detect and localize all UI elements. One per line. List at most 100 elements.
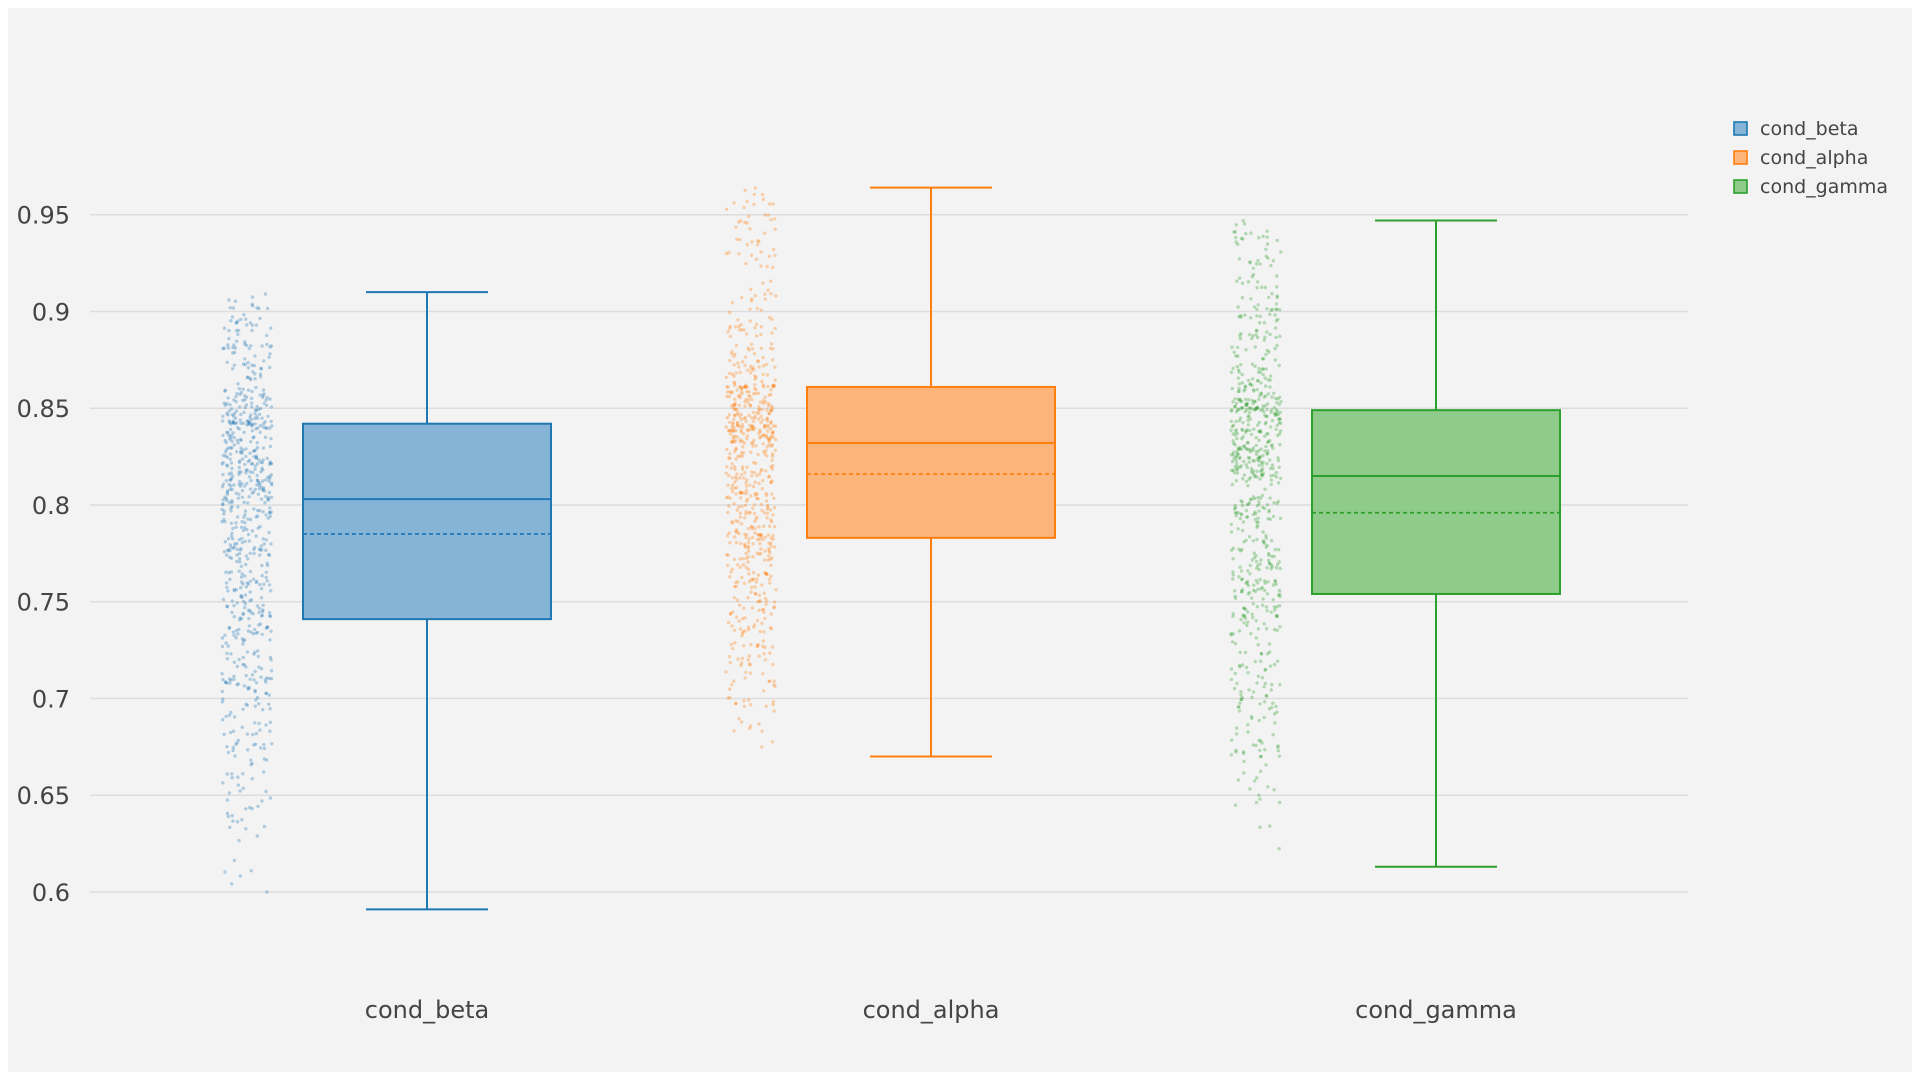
data-point bbox=[1266, 256, 1270, 260]
data-point bbox=[1257, 366, 1261, 371]
data-point bbox=[737, 393, 742, 398]
data-point bbox=[1251, 388, 1256, 392]
data-point bbox=[739, 417, 743, 422]
data-point bbox=[753, 374, 757, 378]
data-point bbox=[766, 404, 771, 408]
data-point bbox=[744, 670, 748, 675]
data-point bbox=[1259, 430, 1263, 434]
data-point bbox=[245, 528, 249, 532]
data-point bbox=[1244, 538, 1248, 543]
data-point bbox=[1255, 405, 1260, 409]
data-point bbox=[1270, 705, 1274, 710]
data-point bbox=[752, 460, 756, 465]
data-point bbox=[771, 702, 775, 707]
data-point bbox=[1244, 403, 1249, 407]
data-point bbox=[262, 401, 266, 405]
data-point bbox=[1253, 473, 1257, 477]
data-point bbox=[767, 443, 771, 447]
data-point bbox=[225, 651, 229, 656]
data-point bbox=[772, 383, 776, 388]
data-point bbox=[760, 608, 764, 612]
data-point bbox=[769, 291, 773, 296]
data-point bbox=[757, 431, 761, 436]
data-point bbox=[1272, 391, 1276, 395]
data-point bbox=[738, 557, 742, 561]
data-point bbox=[1266, 652, 1270, 656]
data-point bbox=[226, 464, 230, 468]
data-point bbox=[757, 722, 761, 726]
data-point bbox=[1273, 413, 1278, 417]
y-axis-tick-labels: 0.60.650.70.750.80.850.90.95 bbox=[17, 202, 70, 907]
data-point bbox=[244, 665, 248, 669]
data-point bbox=[1265, 451, 1270, 456]
data-point bbox=[743, 542, 747, 546]
data-point bbox=[756, 532, 760, 537]
data-point bbox=[1238, 336, 1243, 341]
data-point bbox=[226, 750, 231, 755]
data-point bbox=[257, 547, 262, 551]
data-point bbox=[1265, 330, 1269, 334]
data-point bbox=[750, 525, 754, 529]
data-point bbox=[1263, 434, 1267, 438]
data-point bbox=[1236, 305, 1240, 309]
data-point bbox=[1235, 364, 1240, 369]
data-point bbox=[764, 435, 768, 439]
data-point bbox=[248, 569, 253, 574]
data-point bbox=[768, 421, 773, 425]
data-point bbox=[1245, 581, 1249, 585]
data-point bbox=[254, 414, 259, 418]
data-point bbox=[730, 520, 734, 524]
data-point bbox=[254, 681, 259, 685]
data-point bbox=[768, 626, 773, 630]
data-point bbox=[1270, 463, 1275, 467]
data-point bbox=[1257, 397, 1261, 402]
data-point bbox=[745, 385, 749, 389]
data-point bbox=[1233, 404, 1237, 409]
data-point bbox=[1244, 348, 1248, 352]
data-point bbox=[237, 472, 241, 477]
data-point bbox=[221, 502, 225, 506]
data-point bbox=[768, 346, 773, 350]
data-point bbox=[230, 500, 234, 504]
data-point bbox=[741, 451, 746, 455]
box-cond_beta[interactable] bbox=[302, 291, 552, 911]
data-point bbox=[760, 621, 764, 625]
data-point bbox=[733, 641, 737, 645]
data-point bbox=[745, 434, 750, 438]
data-point bbox=[1262, 715, 1266, 720]
data-point bbox=[255, 695, 260, 700]
data-point bbox=[1259, 392, 1264, 396]
data-point bbox=[1235, 345, 1240, 350]
data-point bbox=[261, 393, 265, 398]
data-point bbox=[1269, 538, 1274, 543]
data-point bbox=[1248, 332, 1252, 337]
data-point bbox=[256, 526, 260, 530]
data-point bbox=[253, 704, 257, 708]
data-point bbox=[223, 495, 227, 499]
legend-item-cond_alpha[interactable]: cond_alpha bbox=[1733, 147, 1868, 169]
data-point bbox=[1252, 556, 1257, 560]
legend-item-cond_beta[interactable]: cond_beta bbox=[1733, 118, 1859, 140]
data-point bbox=[1232, 441, 1236, 446]
data-point bbox=[257, 623, 261, 627]
data-point bbox=[748, 404, 753, 408]
data-point bbox=[732, 417, 736, 421]
data-point bbox=[1265, 235, 1269, 239]
legend-item-cond_gamma[interactable]: cond_gamma bbox=[1733, 176, 1888, 198]
data-point bbox=[1278, 417, 1282, 422]
data-point bbox=[237, 460, 241, 465]
data-point bbox=[241, 642, 245, 646]
box-cond_gamma[interactable] bbox=[1311, 219, 1561, 868]
data-point bbox=[231, 419, 235, 423]
data-point bbox=[1261, 404, 1265, 408]
data-point bbox=[249, 413, 253, 417]
data-point bbox=[1259, 496, 1263, 500]
data-point bbox=[742, 644, 746, 648]
data-point bbox=[248, 470, 252, 474]
data-point bbox=[1266, 785, 1270, 789]
data-point bbox=[1254, 450, 1259, 454]
box-cond_alpha[interactable] bbox=[806, 186, 1056, 758]
legend[interactable]: cond_beta cond_alpha cond_gamma bbox=[1733, 118, 1888, 198]
data-point bbox=[226, 589, 230, 593]
points-cond_alpha bbox=[724, 186, 778, 749]
